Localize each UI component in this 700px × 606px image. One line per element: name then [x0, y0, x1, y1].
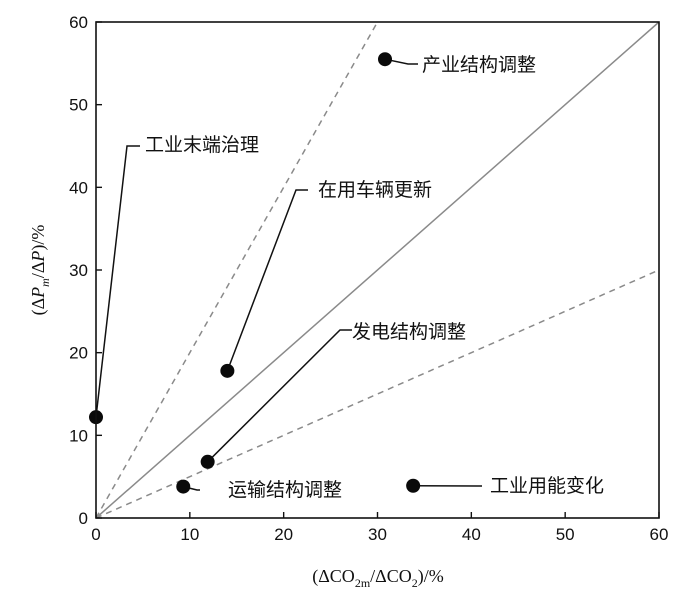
- leader-line: [95, 145, 140, 418]
- data-point: [176, 479, 191, 494]
- x-tick-label: 0: [91, 525, 100, 544]
- y-axis-title: (ΔPm/ΔP)/%: [28, 225, 52, 316]
- data-points: [89, 52, 421, 494]
- x-tick-label: 30: [368, 525, 387, 544]
- leader-line: [226, 189, 308, 372]
- point-label: 运输结构调整: [228, 479, 342, 501]
- y-tick-label: 40: [69, 178, 88, 197]
- point-label: 在用车辆更新: [318, 179, 432, 201]
- y-tick-label: 10: [69, 426, 88, 445]
- y-axis-ticks: 0 10 20 30 40 50 60: [69, 13, 102, 528]
- data-point: [406, 478, 421, 493]
- y-tick-label: 30: [69, 261, 88, 280]
- y-tick-label: 20: [69, 344, 88, 363]
- point-label: 工业用能变化: [490, 475, 604, 497]
- data-point: [200, 454, 215, 469]
- reference-lines: [95, 21, 660, 519]
- x-tick-label: 20: [274, 525, 293, 544]
- data-point: [378, 52, 393, 67]
- reference-line-2: [95, 21, 379, 519]
- x-axis-title: (ΔCO2m/ΔCO2)/%: [312, 566, 444, 590]
- x-axis-ticks: 0 10 20 30 40 50 60: [91, 512, 668, 544]
- label-leader-lines: [95, 58, 482, 491]
- x-tick-label: 10: [180, 525, 199, 544]
- x-tick-label: 40: [462, 525, 481, 544]
- reference-line-1: [95, 21, 660, 519]
- point-label: 产业结构调整: [422, 54, 536, 76]
- x-tick-label: 50: [556, 525, 575, 544]
- data-point: [220, 363, 235, 378]
- point-label: 发电结构调整: [352, 321, 466, 343]
- y-tick-label: 0: [79, 509, 88, 528]
- point-label: 工业末端治理: [145, 134, 259, 156]
- y-tick-label: 60: [69, 13, 88, 32]
- y-tick-label: 50: [69, 96, 88, 115]
- leader-line: [384, 58, 418, 65]
- x-tick-label: 60: [650, 525, 669, 544]
- leader-line: [207, 329, 352, 463]
- reference-line-3: [95, 269, 660, 519]
